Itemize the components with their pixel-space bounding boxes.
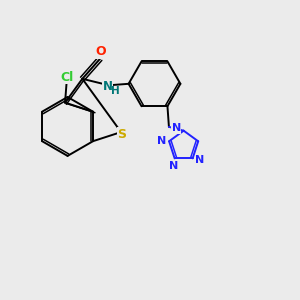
Text: N: N	[157, 136, 166, 146]
Text: Cl: Cl	[60, 70, 73, 83]
Text: N: N	[172, 123, 181, 133]
Text: N: N	[102, 80, 112, 93]
Text: S: S	[117, 128, 126, 141]
Text: N: N	[169, 161, 178, 171]
Text: H: H	[111, 85, 120, 96]
Text: N: N	[195, 155, 205, 165]
Text: O: O	[95, 45, 106, 58]
